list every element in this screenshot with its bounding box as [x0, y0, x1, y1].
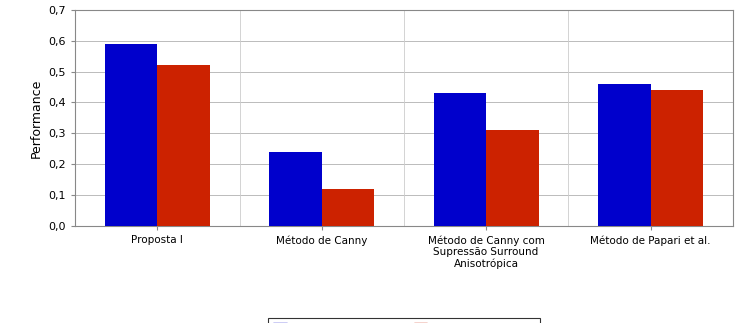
Bar — [651, 90, 703, 226]
Legend: Imagens sem ruído, Imagens ruidosas: Imagens sem ruído, Imagens ruidosas — [268, 318, 540, 323]
Bar — [105, 44, 157, 226]
Bar — [269, 152, 322, 226]
Bar — [157, 65, 210, 226]
Y-axis label: Performance: Performance — [30, 78, 43, 158]
Bar — [598, 84, 651, 226]
Bar — [322, 189, 374, 226]
Bar — [486, 130, 539, 226]
Bar — [434, 93, 486, 226]
